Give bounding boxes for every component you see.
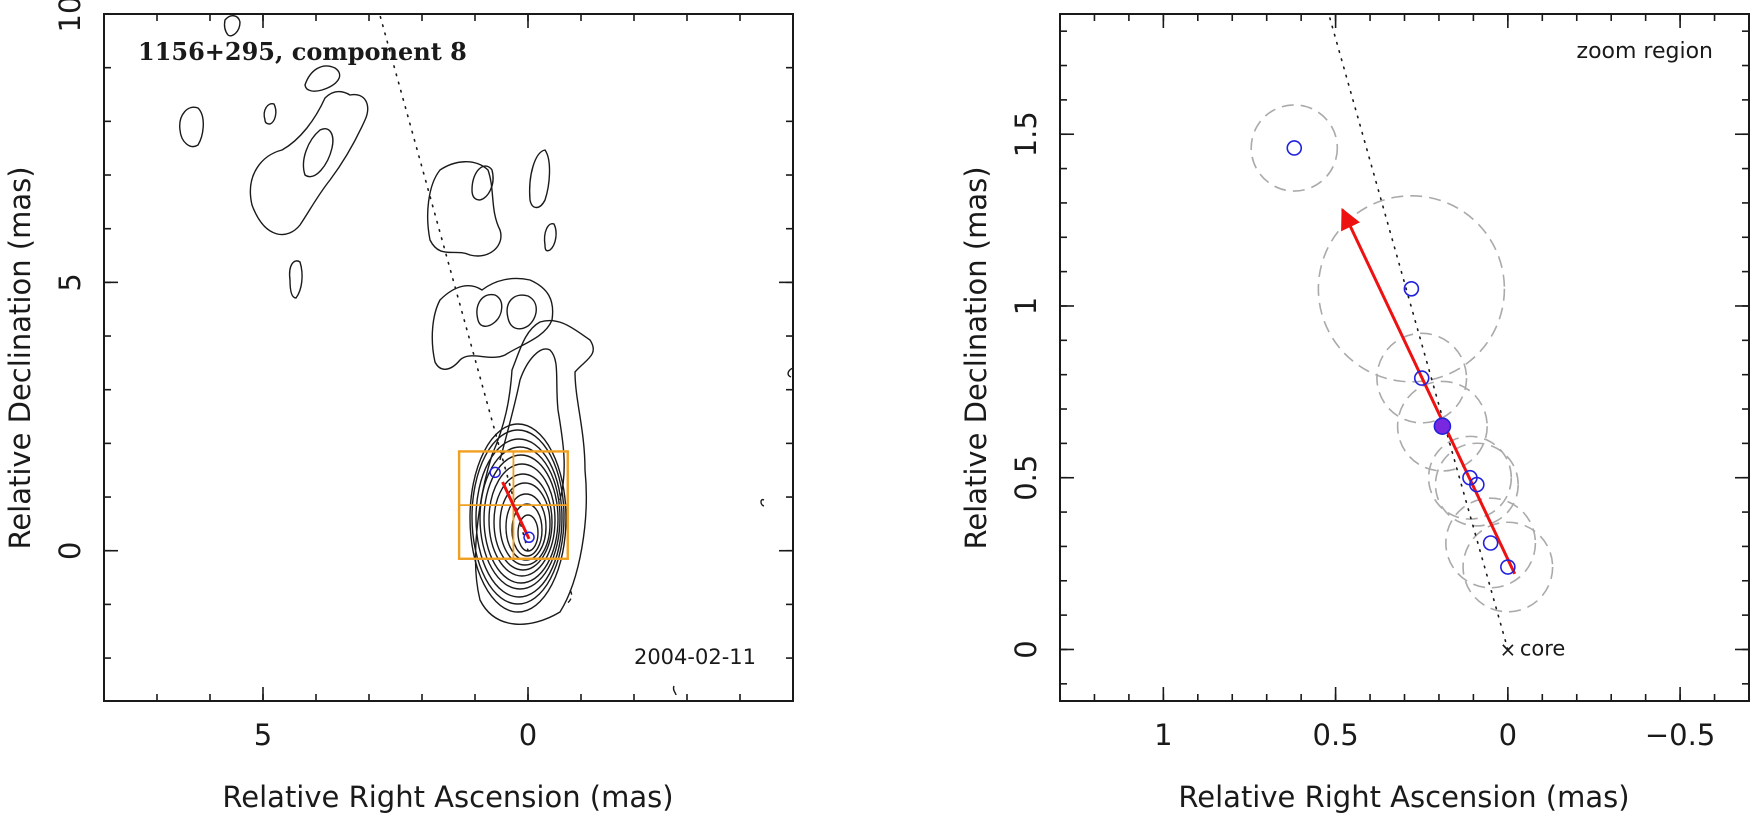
component-position-marker — [1286, 140, 1303, 156]
component-position-marker — [1413, 370, 1430, 386]
x-tick-label: 0 — [519, 718, 537, 752]
x-tick-label: 5 — [254, 718, 272, 752]
position-uncertainty-circle — [1376, 332, 1468, 424]
zoom-region-label: zoom region — [1577, 39, 1713, 64]
motion-arrow — [1341, 207, 1517, 575]
current-epoch-marker — [1433, 417, 1452, 436]
component-position-marker — [1403, 280, 1420, 297]
x-tick-label: −0.5 — [1645, 718, 1715, 752]
component-position-marker — [1469, 476, 1485, 493]
left-y-axis-label: Relative Declination (mas) — [3, 166, 37, 549]
jet-axis-line — [1327, 14, 1509, 651]
right-data-layer — [1250, 14, 1554, 651]
position-uncertainty-circle — [1396, 380, 1488, 472]
right-x-axis-label: Relative Right Ascension (mas) — [1178, 780, 1629, 814]
position-uncertainty-circle — [1427, 435, 1513, 520]
left-x-axis-label: Relative Right Ascension (mas) — [222, 780, 673, 814]
x-tick-label: 0.5 — [1313, 718, 1359, 752]
position-uncertainty-circle — [1462, 521, 1554, 613]
position-uncertainty-circle — [1434, 442, 1519, 527]
y-tick-label: 5 — [53, 273, 87, 291]
component-marker — [489, 466, 501, 479]
component-position-marker — [1482, 535, 1499, 551]
position-uncertainty-circle — [1250, 104, 1339, 192]
jet-axis-line — [378, 14, 529, 552]
position-uncertainty-circle — [1445, 497, 1537, 589]
component-position-marker — [1500, 559, 1516, 575]
core-marker: × core — [1499, 636, 1565, 661]
y-tick-label: 0 — [1009, 640, 1043, 658]
right-y-axis-label: Relative Declination (mas) — [959, 166, 993, 549]
component-marker — [523, 531, 535, 544]
y-tick-label: 1 — [1009, 297, 1043, 315]
y-tick-label: 0.5 — [1009, 455, 1043, 501]
left-plot-frame — [103, 13, 794, 702]
left-ticks — [103, 13, 794, 701]
right-panel: 1 0.5 0 −0.5 0 0.5 1 1.5 zoom region × core Rel… — [959, 13, 1750, 814]
y-tick-label: 0 — [53, 541, 87, 559]
right-tick-labels: 1 0.5 0 −0.5 0 0.5 1 1.5 — [1009, 111, 1715, 752]
y-tick-label: 1.5 — [1009, 111, 1043, 157]
y-tick-label: 10 — [53, 0, 87, 32]
x-tick-label: 0 — [1499, 718, 1517, 752]
right-ticks — [1059, 14, 1749, 701]
motion-arrow — [501, 481, 531, 540]
contour-map — [179, 15, 793, 696]
left-tick-labels: 5 0 0 5 10 — [53, 0, 537, 752]
left-panel-title: 1156+295, component 8 — [138, 37, 467, 66]
observation-date-label: 2004-02-11 — [634, 645, 756, 669]
right-plot-area — [1250, 14, 1554, 651]
x-tick-label: 1 — [1154, 718, 1172, 752]
left-plot-area — [179, 14, 793, 696]
core-label: core — [1520, 636, 1566, 660]
right-plot-frame — [1059, 13, 1750, 702]
left-data-layer — [378, 14, 569, 560]
core-x-icon: × — [1499, 637, 1516, 661]
position-uncertainty-circle — [1317, 194, 1506, 383]
